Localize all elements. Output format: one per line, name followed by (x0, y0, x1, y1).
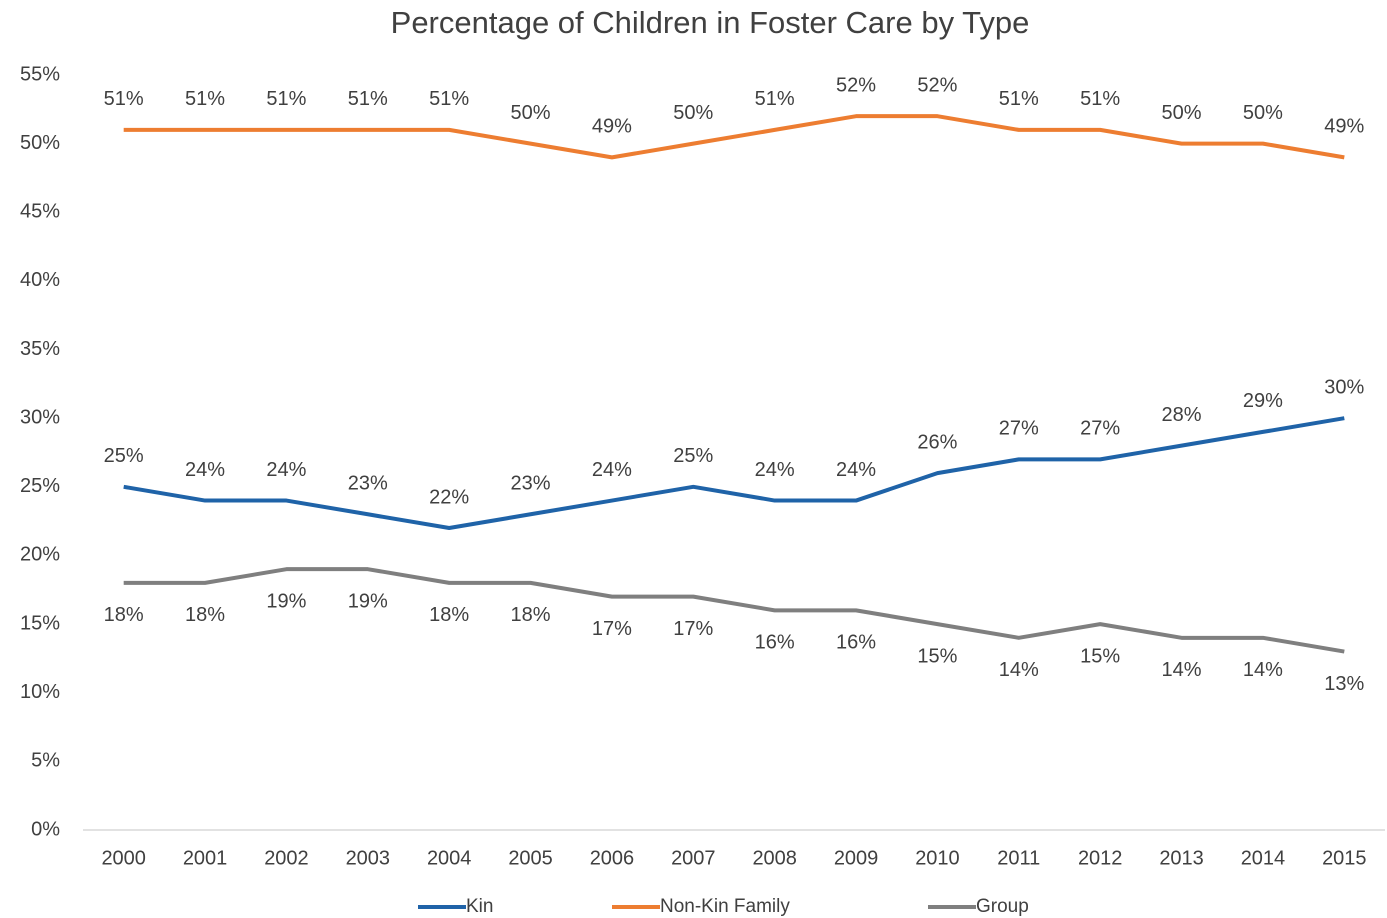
x-tick-label: 2000 (101, 847, 146, 869)
data-label: 23% (511, 473, 551, 495)
x-tick-label: 2014 (1241, 847, 1286, 869)
data-label: 50% (511, 102, 551, 124)
data-label: 19% (348, 590, 388, 612)
x-tick-label: 2008 (752, 847, 797, 869)
data-label: 24% (836, 459, 876, 481)
data-label: 16% (836, 632, 876, 654)
y-tick-label: 35% (20, 338, 60, 360)
data-label: 25% (104, 445, 144, 467)
data-label: 51% (1080, 88, 1120, 110)
data-label: 24% (592, 459, 632, 481)
legend-label: Kin (466, 896, 493, 917)
x-tick-label: 2002 (264, 847, 309, 869)
x-tick-label: 2007 (671, 847, 716, 869)
data-label: 14% (999, 659, 1039, 681)
y-tick-label: 30% (20, 406, 60, 428)
data-label: 52% (836, 74, 876, 96)
data-label: 17% (592, 618, 632, 640)
data-label: 17% (673, 618, 713, 640)
y-tick-label: 50% (20, 132, 60, 154)
data-label: 13% (1324, 673, 1364, 695)
x-tick-label: 2009 (834, 847, 879, 869)
x-tick-label: 2015 (1322, 847, 1367, 869)
x-tick-label: 2010 (915, 847, 960, 869)
data-label: 14% (1162, 659, 1202, 681)
x-tick-label: 2001 (183, 847, 228, 869)
data-label: 51% (999, 88, 1039, 110)
data-label: 27% (1080, 418, 1120, 440)
y-tick-label: 5% (31, 750, 60, 772)
data-label: 27% (999, 418, 1039, 440)
data-label: 50% (1243, 102, 1283, 124)
data-label: 14% (1243, 659, 1283, 681)
chart-title: Percentage of Children in Foster Care by… (391, 5, 1030, 40)
y-tick-label: 25% (20, 475, 60, 497)
data-label: 22% (429, 486, 469, 508)
data-label: 52% (917, 74, 957, 96)
data-label: 49% (592, 116, 632, 138)
x-tick-label: 2013 (1159, 847, 1204, 869)
data-label: 19% (266, 590, 306, 612)
x-tick-label: 2004 (427, 847, 472, 869)
data-label: 51% (185, 88, 225, 110)
data-label: 51% (266, 88, 306, 110)
x-tick-label: 2003 (346, 847, 391, 869)
legend-label: Group (976, 896, 1029, 917)
x-tick-label: 2011 (997, 847, 1040, 869)
data-label: 29% (1243, 390, 1283, 412)
series-line (123, 416, 1345, 530)
data-label: 18% (429, 604, 469, 626)
data-label: 26% (917, 431, 957, 453)
data-label: 18% (185, 604, 225, 626)
y-tick-label: 20% (20, 544, 60, 566)
y-tick-label: 55% (20, 63, 60, 85)
data-label: 30% (1324, 376, 1364, 398)
y-tick-label: 0% (31, 818, 60, 840)
x-tick-label: 2006 (590, 847, 635, 869)
data-label: 15% (1080, 645, 1120, 667)
x-tick-label: 2005 (508, 847, 553, 869)
data-label: 24% (185, 459, 225, 481)
data-label: 16% (755, 632, 795, 654)
y-tick-label: 15% (20, 612, 60, 634)
data-label: 50% (1162, 102, 1202, 124)
data-label: 51% (755, 88, 795, 110)
legend-label: Non-Kin Family (660, 896, 790, 917)
y-tick-label: 10% (20, 681, 60, 703)
data-label: 24% (266, 459, 306, 481)
data-label: 49% (1324, 116, 1364, 138)
data-label: 25% (673, 445, 713, 467)
y-tick-label: 40% (20, 269, 60, 291)
x-tick-label: 2012 (1078, 847, 1123, 869)
data-label: 50% (673, 102, 713, 124)
data-label: 51% (348, 88, 388, 110)
data-label: 15% (917, 645, 957, 667)
data-label: 51% (104, 88, 144, 110)
data-label: 51% (429, 88, 469, 110)
data-label: 18% (511, 604, 551, 626)
data-label: 24% (755, 459, 795, 481)
series-line (123, 567, 1345, 654)
data-label: 18% (104, 604, 144, 626)
data-label: 28% (1162, 404, 1202, 426)
data-label: 23% (348, 473, 388, 495)
y-tick-label: 45% (20, 201, 60, 223)
series-line (123, 114, 1345, 160)
